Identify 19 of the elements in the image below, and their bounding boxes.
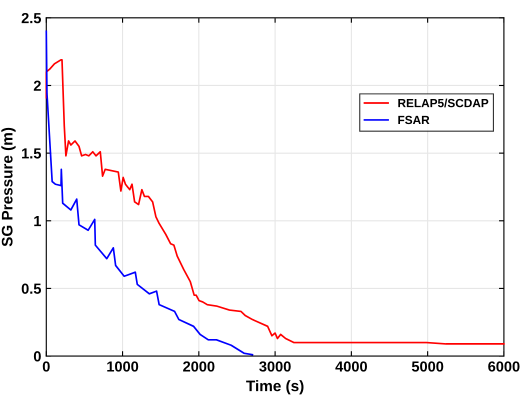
x-tick-label: 2000 <box>183 361 214 372</box>
legend-label: FSAR <box>398 116 430 124</box>
legend-label: RELAP5/SCDAP <box>398 98 488 108</box>
y-tick-label: 1 <box>34 216 42 226</box>
y-tick-label: 2.5 <box>22 12 42 24</box>
x-tick-label: 4000 <box>335 361 367 372</box>
x-tick-label: 5000 <box>412 361 444 372</box>
line-series <box>45 58 505 345</box>
x-tick-label: 1000 <box>107 361 138 372</box>
y-axis-title: SG Pressure (m) <box>1 128 16 246</box>
x-tick-label: 0 <box>42 361 50 372</box>
y-tick-label: 0.5 <box>22 284 42 294</box>
x-axis-title: Time (s) <box>246 380 304 394</box>
y-tick-label: 2 <box>34 80 41 91</box>
x-tick-label: 6000 <box>488 361 520 372</box>
line-series <box>45 30 254 356</box>
y-tick-label: 0 <box>34 351 41 362</box>
x-tick-label: 3000 <box>259 361 291 372</box>
y-tick-label: 1.5 <box>22 148 42 159</box>
